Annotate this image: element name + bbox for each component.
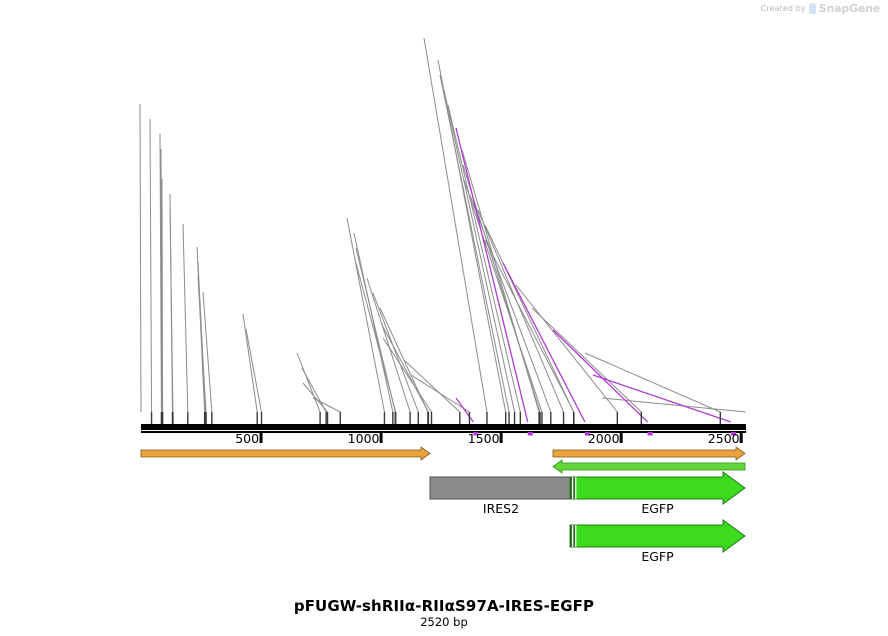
enzyme-label-ncoi[interactable] bbox=[576, 223, 581, 239]
bar-label-egfp: EGFP bbox=[641, 501, 674, 516]
enzyme-label-bstxi[interactable] bbox=[583, 238, 588, 254]
ruler-tick-500: 500 bbox=[235, 431, 260, 446]
enzyme-label-xcmi[interactable] bbox=[265, 327, 270, 343]
enzyme-label-bamhi[interactable] bbox=[442, 336, 447, 352]
enzyme-label-kpni[interactable] bbox=[548, 163, 553, 179]
enzyme-label-pflmi[interactable] bbox=[551, 178, 556, 194]
ruler-tick-1000: 1000 bbox=[347, 431, 380, 446]
snapgene-logo-icon bbox=[808, 3, 816, 14]
enzyme-label-smai[interactable] bbox=[435, 321, 440, 337]
enzyme-label-bgli[interactable] bbox=[504, 58, 509, 74]
enzyme-label-pvuii[interactable] bbox=[420, 291, 425, 307]
enzyme-label-hindiii[interactable] bbox=[484, 36, 489, 52]
enzyme-label-kfli-ppumi[interactable] bbox=[203, 222, 208, 238]
feature-label-ires-f[interactable] bbox=[532, 126, 537, 142]
page-subtitle: 2520 bp bbox=[420, 615, 468, 629]
enzyme-label-drai[interactable] bbox=[332, 381, 337, 397]
enzyme-label-bsihkai[interactable] bbox=[714, 351, 719, 367]
feature-label-exfp-r[interactable] bbox=[648, 328, 653, 344]
enzyme-label-draiii[interactable] bbox=[527, 103, 532, 119]
page-title: pFUGW-shRIIα-RIIαS97A-IRES-EGFP bbox=[293, 597, 595, 615]
enzyme-label-pmli-bsaai[interactable] bbox=[510, 73, 515, 89]
watermark-prefix: Created by bbox=[760, 4, 806, 13]
bar-label-ires2: IRES2 bbox=[482, 501, 520, 516]
ruler-tick-1500: 1500 bbox=[467, 431, 500, 446]
enzyme-label-bsssi-bsssai[interactable] bbox=[611, 283, 616, 299]
enzyme-label-bmgbi[interactable] bbox=[569, 208, 574, 224]
enzyme-label-zrai[interactable] bbox=[398, 246, 403, 262]
enzyme-label-bsteii[interactable] bbox=[379, 216, 384, 232]
enzyme-label-xmai-tspmi[interactable] bbox=[425, 306, 430, 322]
feature-label-egfp-c[interactable] bbox=[723, 373, 728, 389]
bar-label-egfp2: EGFP bbox=[641, 549, 674, 564]
enzyme-label-pspfi[interactable] bbox=[216, 260, 221, 276]
feature-label-egfp-n[interactable] bbox=[584, 261, 589, 277]
enzyme-label-bglii[interactable] bbox=[340, 396, 345, 412]
enzyme-label-bsphi[interactable] bbox=[413, 276, 418, 292]
enzyme-label-esp3i-bsmbi[interactable] bbox=[387, 231, 392, 247]
enzyme-label-bstapi[interactable] bbox=[228, 290, 233, 306]
enzyme-label-pfoi-[interactable] bbox=[641, 306, 646, 322]
enzyme-label-bsrbi[interactable] bbox=[326, 366, 331, 382]
enzyme-label-bsrdi[interactable] bbox=[455, 358, 460, 374]
enzyme-label-aatii[interactable] bbox=[404, 261, 409, 277]
enzyme-label-end[interactable] bbox=[747, 396, 752, 412]
enzyme-label-start[interactable] bbox=[140, 102, 145, 118]
enzyme-label-sali[interactable] bbox=[168, 147, 173, 163]
enzyme-label-avrii[interactable] bbox=[466, 373, 471, 389]
ruler-tick-2500: 2500 bbox=[707, 431, 740, 446]
enzyme-label-pcii[interactable] bbox=[561, 193, 566, 209]
feature-label-ires-reverse[interactable] bbox=[476, 396, 481, 412]
ruler-tick-2000: 2000 bbox=[587, 431, 620, 446]
enzyme-label-ngomiv[interactable] bbox=[186, 192, 191, 208]
enzyme-label-drdi[interactable] bbox=[258, 312, 263, 328]
enzyme-label-pflfi-tth111i[interactable] bbox=[160, 132, 165, 148]
enzyme-label-bseyi[interactable] bbox=[208, 245, 213, 261]
enzyme-label-bfuai-paqci-bspmi[interactable] bbox=[518, 88, 523, 104]
enzyme-label-psti[interactable] bbox=[152, 117, 157, 133]
enzyme-label-apoi[interactable] bbox=[224, 275, 229, 291]
watermark-brand: SnapGene bbox=[818, 2, 880, 15]
enzyme-label-naei[interactable] bbox=[196, 207, 201, 223]
snapgene-watermark: Created by SnapGene bbox=[761, 2, 880, 15]
enzyme-label-bstbi[interactable] bbox=[318, 351, 323, 367]
enzyme-label-acc65i[interactable] bbox=[540, 148, 545, 164]
enzyme-label-acci[interactable] bbox=[176, 162, 181, 178]
enzyme-label-hincii[interactable] bbox=[180, 177, 185, 193]
